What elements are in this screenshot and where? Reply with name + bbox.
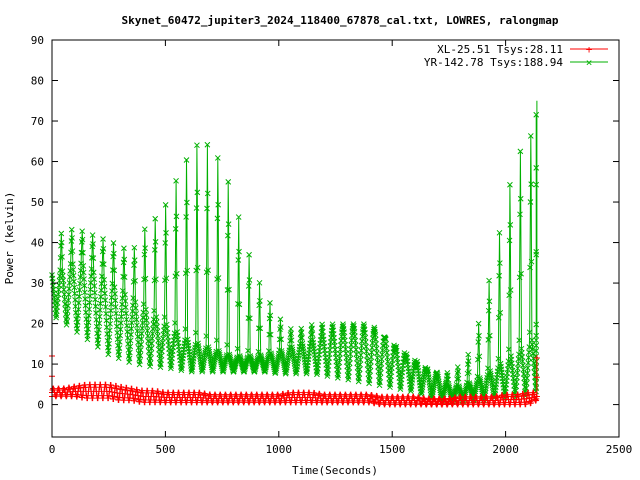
- x-axis-label: Time(Seconds): [292, 464, 378, 477]
- legend-marker-yr: ×: [586, 56, 593, 69]
- x-tick-label: 1500: [379, 443, 406, 456]
- series-xl-spike-marker: [533, 355, 540, 362]
- y-axis: 0 10 20 30 40 50 60 70 80 90: [31, 34, 619, 412]
- y-tick-label: 60: [31, 156, 44, 169]
- x-tick-label: 500: [155, 443, 175, 456]
- x-tick-label: 2500: [606, 443, 633, 456]
- series-xl-markers: [49, 381, 540, 408]
- legend-label-xl: XL-25.51 Tsys:28.11: [437, 43, 563, 56]
- y-tick-label: 80: [31, 75, 44, 88]
- x-tick-label: 1000: [266, 443, 293, 456]
- y-tick-label: 30: [31, 277, 44, 290]
- y-tick-label: 20: [31, 318, 44, 331]
- x-tick-label: 0: [49, 443, 56, 456]
- y-tick-label: 0: [37, 399, 44, 412]
- series-yr: [49, 100, 540, 406]
- series-yr-markers: [49, 111, 540, 406]
- series-xl-spike-marker: [533, 393, 540, 400]
- x-axis: 0 500 1000 1500 2000 2500: [49, 40, 633, 456]
- y-axis-label: Power (kelvin): [3, 192, 16, 285]
- legend: XL-25.51 Tsys:28.11 + YR-142.78 Tsys:188…: [424, 43, 608, 69]
- y-tick-label: 50: [31, 196, 44, 209]
- plot-series: [49, 100, 540, 408]
- y-tick-label: 70: [31, 115, 44, 128]
- chart-title: Skynet_60472_jupiter3_2024_118400_67878_…: [121, 14, 558, 27]
- y-tick-label: 40: [31, 237, 44, 250]
- y-tick-label: 10: [31, 358, 44, 371]
- series-xl-spike-marker: [533, 374, 540, 381]
- y-tick-label: 90: [31, 34, 44, 47]
- legend-label-yr: YR-142.78 Tsys:188.94: [424, 56, 563, 69]
- legend-marker-xl: +: [586, 43, 593, 56]
- x-tick-label: 2000: [492, 443, 519, 456]
- plot-frame: [51, 39, 620, 438]
